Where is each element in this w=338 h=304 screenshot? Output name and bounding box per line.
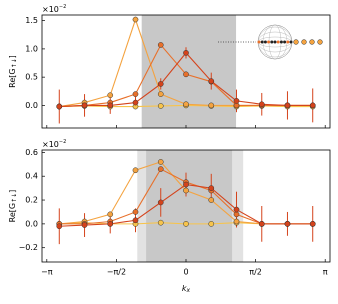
y-axis-label: Re[G↑↓] [8, 55, 18, 88]
offset-label: ×10−2 [42, 4, 66, 14]
data-point [208, 102, 215, 109]
data-point [157, 81, 164, 87]
data-point [56, 223, 63, 230]
y-axis-label: Re[G↑↓] [8, 190, 18, 223]
chain-dot [301, 39, 307, 45]
chain-dot [309, 39, 315, 45]
inset-sphere [218, 24, 323, 60]
y-label-sub: ↑↓ [11, 193, 18, 203]
data-point [157, 103, 164, 109]
x-tick-label: −π/2 [107, 268, 126, 277]
data-point [107, 211, 114, 218]
data-point [157, 42, 164, 48]
x-tick-label: π/2 [249, 268, 262, 277]
chain-dot [289, 40, 293, 44]
y-label-end: ] [8, 190, 17, 193]
data-point [309, 221, 316, 227]
data-point [157, 219, 164, 226]
chain-dot [260, 40, 264, 44]
data-point [183, 221, 189, 227]
data-point [233, 218, 240, 225]
data-point [132, 16, 139, 23]
y-tick-label: 0.4 [25, 172, 38, 181]
data-point [309, 102, 316, 109]
data-point [132, 217, 139, 224]
data-point [132, 99, 139, 106]
data-point [132, 167, 139, 174]
data-point [107, 92, 114, 99]
x-label-sub: x [186, 287, 191, 294]
y-tick-label: 0.0 [25, 219, 38, 228]
chain-dot [267, 40, 271, 44]
chain-dot [273, 40, 277, 44]
chain-dot [293, 39, 299, 45]
data-point [233, 211, 240, 218]
offset-sup: −2 [59, 4, 66, 10]
offset-label: ×10−2 [42, 139, 66, 149]
chain-dot [279, 40, 283, 44]
chain-dot [286, 40, 290, 44]
data-point [157, 159, 164, 165]
shaded-region [141, 15, 237, 128]
data-point [208, 185, 215, 191]
chain-dot [283, 40, 287, 44]
offset-sup: −2 [59, 139, 66, 145]
x-tick-label: π [323, 268, 328, 277]
data-point [107, 221, 114, 227]
y-tick-label: 0.0 [25, 101, 38, 110]
data-point [183, 50, 189, 56]
offset-base: ×10 [42, 140, 59, 149]
data-point [157, 199, 164, 206]
data-point [81, 222, 88, 228]
chain-dot [257, 40, 261, 44]
y-label-sub: ↑↓ [11, 58, 18, 68]
y-tick-label: 1.5 [25, 16, 38, 25]
data-point [233, 206, 240, 213]
x-label-base: k [182, 284, 187, 293]
y-tick-label: 0.5 [25, 73, 38, 82]
data-point [107, 102, 114, 109]
data-point [233, 98, 240, 104]
x-tick-label: 0 [183, 268, 188, 277]
data-point [56, 103, 63, 110]
data-point [208, 221, 215, 227]
y-label-base: Re[G [8, 203, 17, 222]
data-point [208, 197, 215, 203]
chain-dot [263, 40, 267, 44]
data-point [183, 71, 189, 78]
y-tick-label: 1.0 [25, 44, 38, 53]
data-point [208, 78, 215, 84]
x-tick-label: −π [41, 268, 53, 277]
data-point [183, 187, 189, 194]
data-point [284, 102, 291, 109]
y-label-end: ] [8, 55, 17, 58]
data-point [258, 221, 265, 227]
y-label-base: Re[G [8, 68, 17, 87]
data-point [258, 101, 265, 108]
chain-dot [270, 40, 274, 44]
y-tick-label: −0.2 [19, 243, 38, 252]
data-point [157, 91, 164, 97]
y-tick-label: 0.2 [25, 196, 38, 205]
data-point [183, 181, 189, 188]
chain-dot [276, 40, 280, 44]
data-point [284, 221, 291, 227]
data-point [132, 91, 139, 97]
x-axis-label: kx [182, 284, 191, 294]
y-tick-label: 0.6 [25, 148, 38, 157]
data-point [81, 102, 88, 109]
offset-base: ×10 [42, 5, 59, 14]
chain-dot [317, 39, 323, 45]
data-point [132, 209, 139, 215]
data-point [157, 166, 164, 172]
data-point [183, 101, 189, 108]
